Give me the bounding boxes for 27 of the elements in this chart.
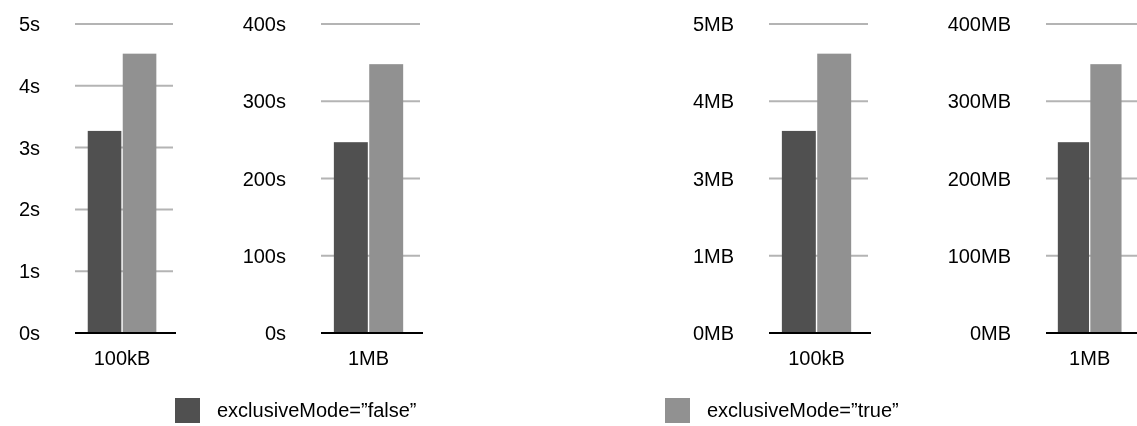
x-tick-label: 1MB xyxy=(347,347,390,369)
y-tick-label: 0s xyxy=(264,322,286,344)
y-tick-label: 0MB xyxy=(969,322,1011,344)
y-tick-label: 200s xyxy=(242,167,286,190)
y-tick-label: 2s xyxy=(18,198,40,221)
legend-label: exclusiveMode=”false” xyxy=(217,399,417,421)
y-tick-label: 0MB xyxy=(692,322,734,344)
y-tick-label: 100MB xyxy=(947,244,1011,267)
x-tick-label: 100kB xyxy=(93,347,151,369)
x-tick-label: 100kB xyxy=(788,347,845,369)
y-tick-label: 0s xyxy=(18,322,40,344)
y-tick-label: 200MB xyxy=(947,167,1011,190)
y-tick-label: 3MB xyxy=(692,167,734,190)
y-tick-label: 400s xyxy=(242,13,286,35)
y-tick-label: 5s xyxy=(18,13,40,35)
x-tick-label: 1MB xyxy=(1069,347,1111,369)
y-tick-label: 5MB xyxy=(692,13,734,35)
y-tick-label: 4s xyxy=(18,74,40,97)
y-tick-label: 1MB xyxy=(692,244,734,267)
y-tick-label: 1s xyxy=(18,260,40,283)
legend-label: exclusiveMode=”true” xyxy=(707,399,899,421)
y-tick-label: 100s xyxy=(242,244,286,267)
y-tick-label: 400MB xyxy=(947,13,1011,35)
y-tick-label: 3s xyxy=(18,136,40,159)
y-tick-label: 300s xyxy=(242,90,286,113)
y-tick-label: 4MB xyxy=(692,90,734,113)
y-tick-label: 300MB xyxy=(947,90,1011,113)
